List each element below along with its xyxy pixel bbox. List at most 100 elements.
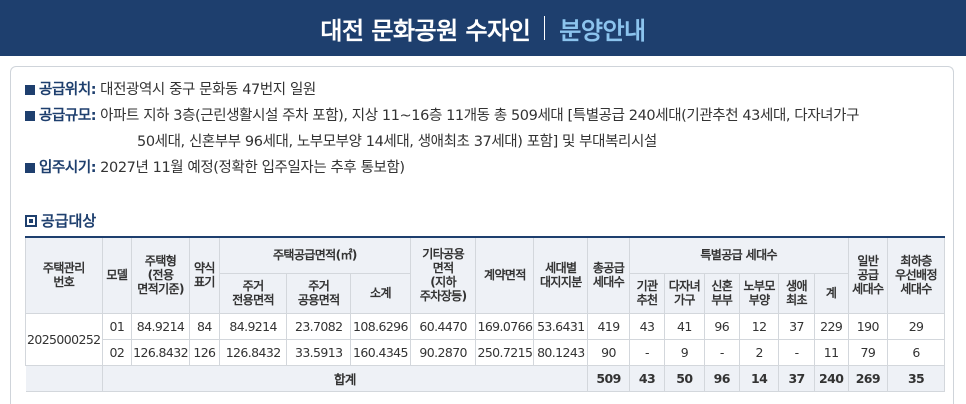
th-common: 주거 공용면적: [286, 272, 351, 314]
th-sp-newlywed: 신혼 부부: [703, 272, 741, 314]
th-sp-multi: 다자녀 가구: [664, 272, 705, 314]
colon: :: [90, 82, 97, 98]
th-general: 일반 공급 세대수: [847, 236, 889, 314]
table-cell: 84: [188, 312, 220, 340]
th-subtotal: 소계: [350, 272, 411, 314]
th-sp-sum: 계: [813, 272, 849, 314]
table-cell: 2: [738, 338, 780, 366]
table-cell: 02: [101, 338, 133, 366]
total-label: 합계: [101, 364, 589, 392]
table-cell: -: [628, 338, 666, 366]
table-cell: 419: [587, 312, 630, 340]
section-title-text: 공급대상: [41, 212, 97, 230]
table-cell: 169.0766: [475, 312, 535, 340]
info-location-value: 대전광역시 중구 문화동 47번지 일원: [100, 82, 316, 98]
total-cell: 35: [887, 364, 945, 392]
total-cell: 240: [813, 364, 849, 392]
square-bullet-icon: [25, 85, 35, 95]
table-cell: 33.5913: [286, 338, 351, 366]
th-special: 특별공급 세대수: [628, 236, 849, 274]
th-other-common: 기타공용 면적 (지하 주차장등): [409, 236, 477, 314]
th-land-share: 세대별 대지지분: [533, 236, 589, 314]
th-sp-inst: 기관 추천: [628, 272, 666, 314]
table-header-row: 주택관리 번호 모델 주택형 (전용 면적기준) 약식 표기 주택공급면적(㎡)…: [25, 236, 945, 314]
table-cell: 12: [738, 312, 780, 340]
table-cell: 37: [778, 312, 815, 340]
table-cell: 250.7215: [475, 338, 535, 366]
table-cell: 160.4345: [350, 338, 411, 366]
table-cell: -: [778, 338, 815, 366]
info-scale-value-cont: 50세대, 신혼부부 96세대, 노부모부양 14세대, 생애최초 37세대) …: [137, 134, 657, 150]
total-cell: 509: [587, 364, 630, 392]
info-move-in-label: 입주시기: [39, 160, 91, 176]
total-cell: 43: [628, 364, 666, 392]
table-cell: 11: [813, 338, 849, 366]
th-short: 약식 표기: [188, 236, 220, 314]
th-sp-first: 생애 최초: [778, 272, 815, 314]
table-cell: 90: [587, 338, 630, 366]
table-cell: 126: [188, 338, 220, 366]
banner-divider: [544, 16, 546, 40]
table-cell: 90.2870: [409, 338, 477, 366]
info-scale-label: 공급규모: [39, 108, 91, 124]
th-model: 모델: [101, 236, 133, 314]
table-subheader-row: 주거 전용면적 주거 공용면적 소계 기관 추천 다자녀 가구 신혼 부부 노부…: [26, 272, 945, 314]
content-card: 공급위치 : 대전광역시 중구 문화동 47번지 일원 공급규모 : 아파트 지…: [10, 66, 954, 404]
table-cell: 53.6431: [533, 312, 589, 340]
table-cell: 01: [101, 312, 133, 340]
th-sp-elderly: 노부모 부양: [738, 272, 780, 314]
info-scale: 공급규모 : 아파트 지하 3층(근린생활시설 주차 포함), 지상 11~16…: [25, 103, 945, 129]
table-cell: -: [703, 338, 741, 366]
table-row: 2025000252 01 84.9214 84 84.9214 23.7082…: [25, 312, 945, 366]
total-blank-cell: [25, 364, 103, 392]
table-row: 02 126.8432 126 126.8432 33.5913 160.434…: [26, 338, 945, 366]
cell-mgmt-no: 2025000252: [25, 312, 103, 366]
table-cell: 23.7082: [286, 312, 351, 340]
info-move-in-value: 2027년 11월 예정(정확한 입주일자는 추후 통보함): [100, 160, 405, 176]
supply-table: 주택관리 번호 모델 주택형 (전용 면적기준) 약식 표기 주택공급면적(㎡)…: [25, 236, 945, 392]
table-cell: 80.1243: [533, 338, 589, 366]
banner-subtitle: 분양안내: [559, 16, 646, 45]
table-cell: 229: [813, 312, 849, 340]
table-cell: 126.8432: [131, 338, 190, 366]
table-cell: 6: [887, 338, 945, 366]
th-type: 주택형 (전용 면적기준): [131, 236, 190, 314]
table-cell: 84.9214: [131, 312, 190, 340]
info-move-in: 입주시기 : 2027년 11월 예정(정확한 입주일자는 추후 통보함): [25, 155, 945, 181]
total-cell: 50: [664, 364, 705, 392]
table-cell: 84.9214: [218, 312, 288, 340]
table-cell: 96: [703, 312, 741, 340]
table-cell: 60.4470: [409, 312, 477, 340]
square-bullet-icon: [25, 111, 35, 121]
table-cell: 79: [847, 338, 889, 366]
info-scale-value: 아파트 지하 3층(근린생활시설 주차 포함), 지상 11~16층 11개동 …: [100, 108, 860, 124]
total-cell: 37: [778, 364, 815, 392]
supply-info: 공급위치 : 대전광역시 중구 문화동 47번지 일원 공급규모 : 아파트 지…: [25, 77, 945, 181]
colon: :: [90, 160, 97, 176]
banner-title: 대전 문화공원 수자인: [320, 16, 531, 45]
th-supply-area: 주택공급면적(㎡): [218, 236, 411, 274]
table-cell: 9: [664, 338, 705, 366]
page-banner: 대전 문화공원 수자인 분양안내: [0, 0, 966, 56]
table-cell: 29: [887, 312, 945, 340]
table-total-row: 합계 509 43 50 96 14 37 240 269 35: [25, 364, 945, 392]
total-cell: 14: [738, 364, 780, 392]
th-lowest: 최하층 우선배정 세대수: [887, 236, 945, 314]
th-mgmt-no: 주택관리 번호: [25, 236, 103, 314]
table-cell: 41: [664, 312, 705, 340]
table-cell: 43: [628, 312, 666, 340]
table-cell: 108.6296: [350, 312, 411, 340]
info-location: 공급위치 : 대전광역시 중구 문화동 47번지 일원: [25, 77, 945, 103]
section-title: 공급대상: [25, 210, 96, 231]
checkbox-square-icon: [25, 214, 37, 227]
info-location-label: 공급위치: [39, 82, 91, 98]
total-cell: 96: [703, 364, 741, 392]
square-bullet-icon: [25, 163, 35, 173]
table-cell: 126.8432: [218, 338, 288, 366]
th-private: 주거 전용면적: [218, 272, 288, 314]
th-total-units: 총공급 세대수: [587, 236, 630, 314]
total-cell: 269: [847, 364, 889, 392]
table-cell: 190: [847, 312, 889, 340]
th-contract-area: 계약면적: [475, 236, 535, 314]
colon: :: [90, 108, 97, 124]
